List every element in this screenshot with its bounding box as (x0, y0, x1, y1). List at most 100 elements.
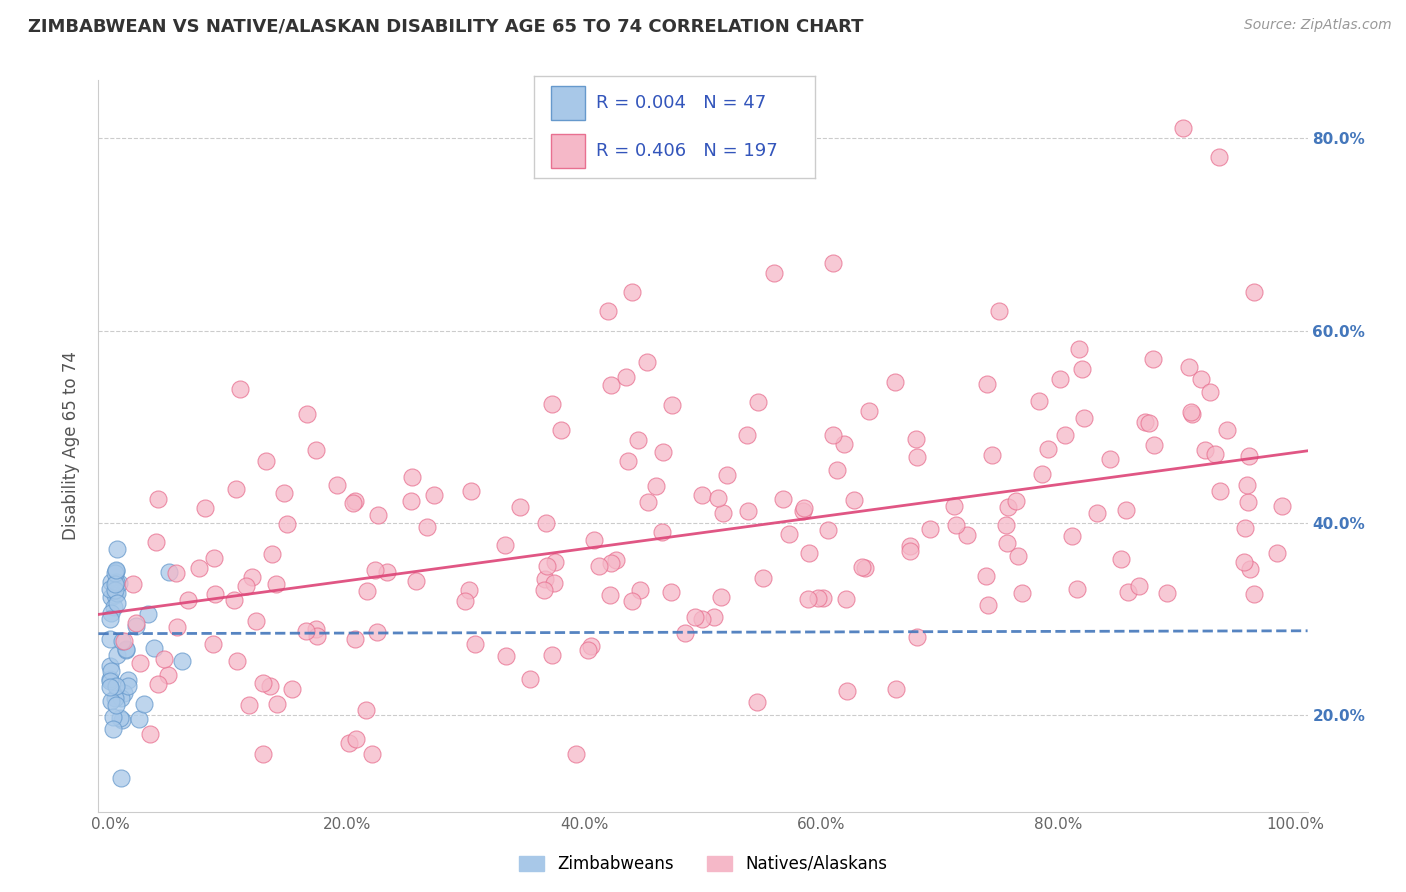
Point (100, 664, 122, 678)
Point (1069, 342, 1091, 356)
Point (661, 398, 683, 412)
Point (616, 454, 638, 468)
Point (108, 711, 131, 725)
Point (361, 747, 384, 761)
Point (375, 565, 398, 579)
Point (264, 577, 287, 591)
Point (1098, 451, 1121, 466)
Point (153, 651, 176, 665)
Point (1054, 428, 1077, 442)
Point (105, 586, 128, 600)
Point (659, 584, 682, 599)
Point (599, 588, 621, 602)
Point (98, 582, 121, 597)
Point (245, 614, 267, 628)
Point (614, 370, 637, 384)
Point (884, 375, 907, 389)
Point (636, 354, 658, 368)
Point (988, 304, 1011, 318)
Point (907, 450, 929, 464)
Point (637, 495, 659, 509)
Point (105, 596, 128, 610)
Point (1005, 494, 1028, 508)
Point (844, 493, 866, 508)
Point (703, 610, 725, 624)
Point (683, 610, 706, 624)
Point (1239, 562, 1261, 576)
Point (114, 643, 136, 657)
Point (98, 680, 121, 694)
Point (337, 736, 360, 750)
Point (541, 397, 564, 411)
Point (344, 732, 367, 747)
Point (519, 672, 541, 686)
FancyBboxPatch shape (551, 87, 585, 120)
Point (706, 491, 728, 505)
Point (240, 570, 263, 584)
Point (598, 304, 620, 318)
Point (1204, 447, 1226, 461)
Point (1011, 585, 1033, 599)
Point (98, 659, 121, 673)
Point (128, 712, 150, 726)
Point (111, 633, 134, 648)
Point (1209, 483, 1232, 498)
Point (1133, 415, 1156, 429)
Point (495, 648, 517, 663)
Point (165, 566, 187, 581)
Point (534, 572, 557, 586)
Point (273, 485, 295, 500)
Point (1177, 359, 1199, 374)
Point (904, 432, 927, 446)
Point (104, 575, 127, 590)
Point (711, 507, 734, 521)
Point (1085, 506, 1108, 520)
Point (297, 407, 319, 421)
Point (100, 673, 122, 688)
Point (266, 697, 288, 711)
Point (811, 591, 834, 605)
Point (652, 444, 675, 458)
Point (124, 618, 146, 632)
Point (1171, 121, 1194, 136)
Point (605, 552, 627, 566)
Point (366, 625, 388, 640)
Point (128, 656, 150, 670)
Point (342, 496, 364, 510)
Point (778, 526, 800, 541)
Text: R = 0.406   N = 197: R = 0.406 N = 197 (596, 142, 778, 161)
Point (401, 469, 423, 483)
Point (1237, 495, 1260, 509)
Point (177, 592, 200, 607)
Point (825, 463, 848, 477)
Point (620, 594, 643, 608)
Point (104, 564, 127, 578)
Point (1116, 585, 1139, 599)
Point (494, 538, 516, 552)
Point (458, 582, 481, 597)
Point (995, 535, 1018, 549)
Point (1243, 587, 1265, 601)
Point (145, 535, 167, 549)
Point (100, 574, 122, 589)
Point (884, 682, 907, 697)
Point (745, 695, 768, 709)
Point (105, 679, 128, 693)
Point (1109, 552, 1132, 566)
Point (1208, 150, 1230, 164)
Point (673, 626, 696, 640)
Point (204, 587, 226, 601)
Point (103, 709, 125, 723)
Point (716, 467, 738, 482)
Point (101, 722, 124, 736)
Point (533, 583, 555, 598)
Point (690, 488, 713, 502)
Point (588, 558, 610, 573)
Point (229, 382, 252, 396)
Point (550, 423, 572, 437)
Point (1115, 503, 1137, 517)
Point (416, 520, 439, 534)
Point (194, 501, 217, 516)
Point (752, 571, 775, 585)
Point (772, 491, 794, 506)
